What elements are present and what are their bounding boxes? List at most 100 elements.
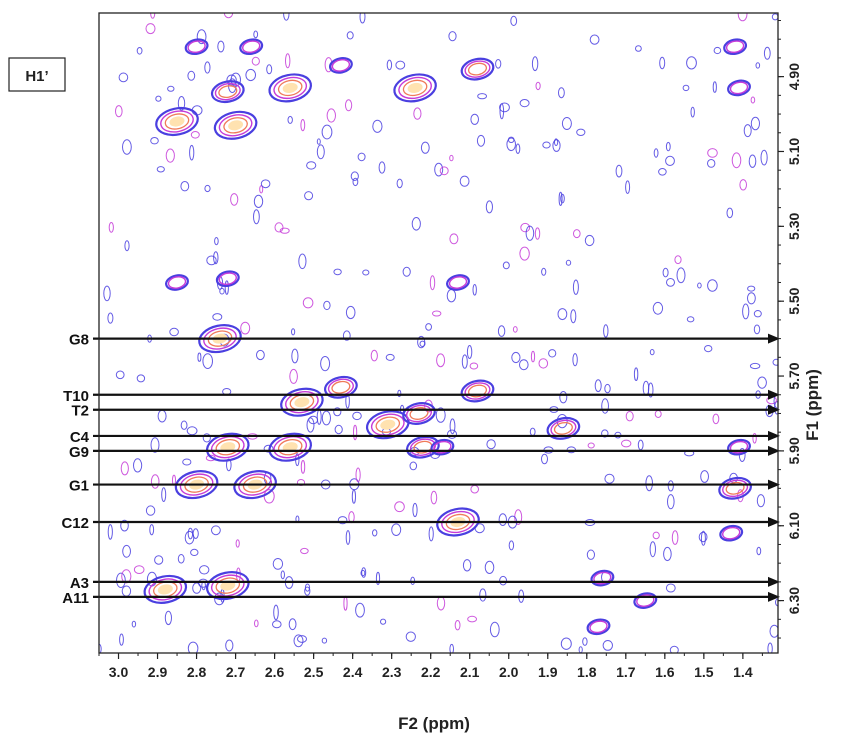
noise-contour xyxy=(436,353,446,368)
noise-contour xyxy=(510,15,518,26)
noise-contour xyxy=(145,23,156,35)
noise-contour xyxy=(164,610,172,626)
noise-contour xyxy=(554,138,559,146)
noise-contour xyxy=(737,13,748,22)
noise-contour xyxy=(289,368,298,384)
noise-contour xyxy=(419,340,426,347)
cross-peak xyxy=(718,476,752,500)
noise-contour xyxy=(726,207,734,219)
assignment-t10: T10 xyxy=(63,388,780,405)
cross-peak xyxy=(365,410,410,440)
noise-contour xyxy=(187,70,196,81)
noise-contour xyxy=(671,530,679,545)
assignment-t2: T2 xyxy=(71,403,780,420)
noise-contour xyxy=(133,565,145,574)
noise-contour xyxy=(556,414,568,429)
noise-contour xyxy=(150,474,160,489)
noise-contour xyxy=(775,598,778,607)
noise-contour xyxy=(498,513,507,526)
noise-contour xyxy=(412,502,418,518)
noise-contour xyxy=(370,349,378,362)
noise-contour xyxy=(560,193,565,204)
noise-contour xyxy=(259,185,264,194)
noise-contour xyxy=(300,460,306,474)
cross-peak xyxy=(239,38,264,56)
noise-contour xyxy=(350,171,359,181)
noise-contour xyxy=(192,582,202,594)
noise-contour xyxy=(378,161,386,174)
noise-contours xyxy=(99,13,778,653)
noise-contour xyxy=(180,181,190,192)
noise-contour xyxy=(515,143,521,154)
noise-contour xyxy=(743,124,752,138)
noise-contour xyxy=(150,13,156,19)
y-tick-label: 5.10 xyxy=(786,138,802,165)
noise-contour xyxy=(747,292,756,305)
noise-contour xyxy=(707,159,716,168)
noise-contour xyxy=(167,85,175,92)
noise-contour xyxy=(604,383,611,394)
noise-contour xyxy=(253,209,260,225)
cross-peak xyxy=(324,375,358,399)
noise-contour xyxy=(461,354,468,369)
noise-contour xyxy=(654,410,662,418)
noise-contour xyxy=(753,324,761,335)
noise-contour xyxy=(321,124,333,140)
noise-contour xyxy=(396,178,403,189)
noise-contour xyxy=(767,642,773,653)
noise-contour xyxy=(320,356,331,372)
noise-contour xyxy=(177,554,185,564)
cross-peak xyxy=(460,57,495,81)
noise-contour xyxy=(225,639,234,652)
noise-contour xyxy=(686,56,697,70)
noise-contour xyxy=(587,442,595,449)
noise-contour xyxy=(293,634,304,648)
noise-contour xyxy=(186,426,198,436)
noise-contour xyxy=(119,633,124,646)
assignment-c12: C12 xyxy=(61,515,780,532)
noise-contour xyxy=(707,279,718,292)
noise-contour xyxy=(202,433,211,443)
y-tick-label: 6.10 xyxy=(786,512,802,539)
noise-contour xyxy=(667,480,674,492)
noise-contour xyxy=(750,116,761,131)
assignment-label: G8 xyxy=(69,332,89,349)
noise-contour xyxy=(576,128,586,137)
noise-contour xyxy=(272,620,282,629)
noise-contour xyxy=(395,60,406,70)
noise-contour xyxy=(750,96,756,104)
noise-contour xyxy=(360,569,366,577)
x-tick-label: 1.4 xyxy=(733,664,753,680)
noise-contour xyxy=(459,175,470,187)
noise-contour xyxy=(180,420,188,430)
noise-contour xyxy=(747,285,756,292)
noise-contour xyxy=(230,193,239,206)
cross-peak xyxy=(406,435,440,459)
noise-contour xyxy=(204,61,211,74)
cross-peak xyxy=(430,438,455,456)
noise-contour xyxy=(602,640,613,651)
noise-contour xyxy=(397,389,402,398)
noise-contour xyxy=(686,316,695,323)
noise-contour xyxy=(380,618,387,625)
noise-contour xyxy=(352,411,362,421)
noise-contour xyxy=(385,353,395,361)
noise-contour xyxy=(359,13,366,24)
noise-contour xyxy=(439,166,449,176)
noise-contour xyxy=(485,200,493,214)
noise-contour xyxy=(154,555,164,565)
noise-contour xyxy=(287,115,293,124)
noise-contour xyxy=(447,429,457,439)
noise-contour xyxy=(466,345,473,359)
x-tick-label: 3.0 xyxy=(109,664,129,680)
noise-contour xyxy=(486,439,496,450)
cross-peak xyxy=(590,569,615,587)
noise-contour xyxy=(345,99,353,112)
noise-contour xyxy=(519,99,530,108)
noise-contour xyxy=(462,559,472,572)
noise-contour xyxy=(190,548,199,557)
noise-contour xyxy=(177,96,186,111)
cross-peak xyxy=(328,57,353,74)
